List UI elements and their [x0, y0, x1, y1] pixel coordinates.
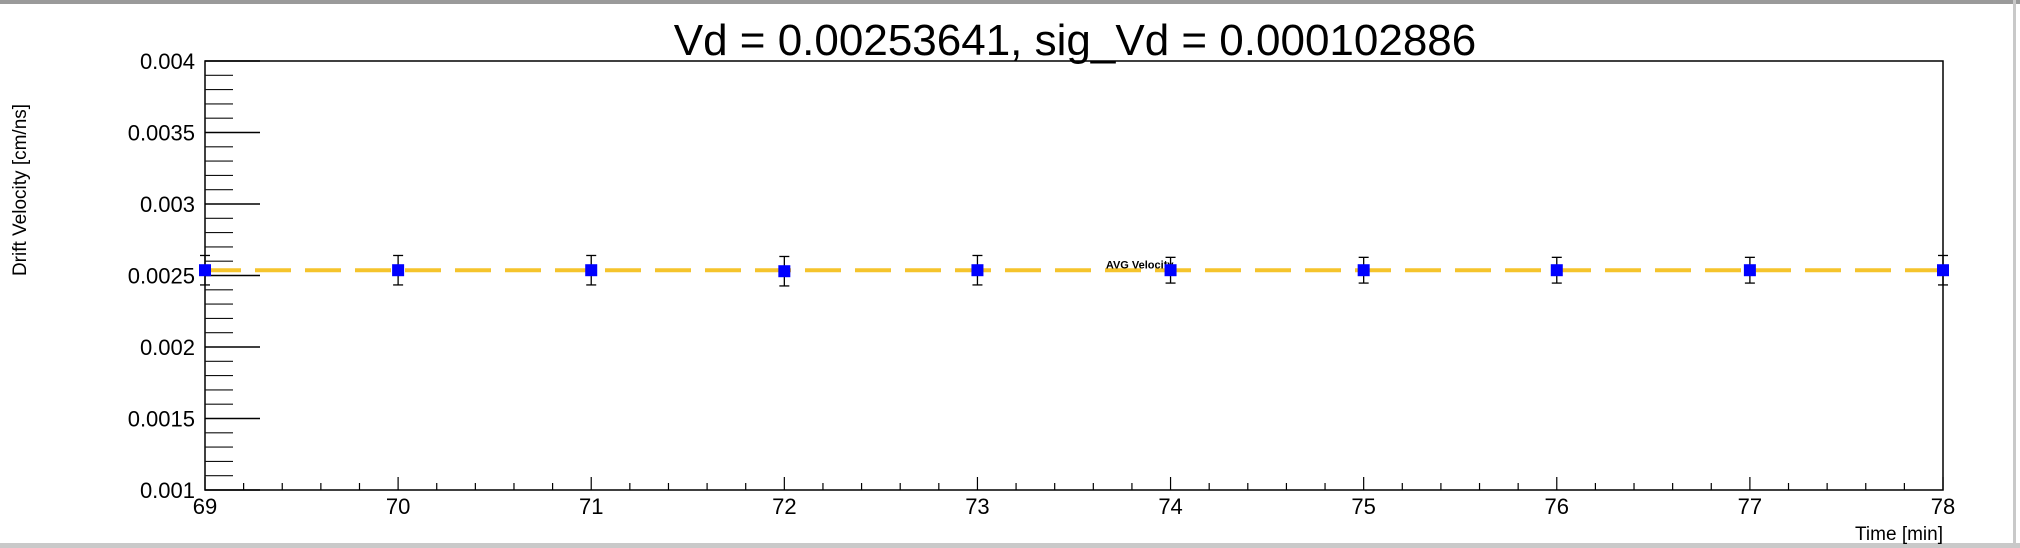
data-point [971, 264, 984, 277]
avg-velocity-label: AVG Velocity [1106, 259, 1175, 271]
data-point [199, 264, 211, 277]
x-tick-label: 73 [965, 494, 989, 519]
x-tick-label: 75 [1351, 494, 1375, 519]
plot-frame [204, 60, 1944, 491]
data-point [1937, 264, 1949, 277]
data-point [585, 264, 598, 277]
y-axis-title: Drift Velocity [cm/ns] [10, 104, 31, 276]
data-point [1164, 264, 1177, 277]
x-axis-title: Time [min] [1855, 524, 1943, 545]
x-tick-label: 77 [1738, 494, 1762, 519]
x-tick-label: 74 [1158, 494, 1182, 519]
window-right-border [2013, 0, 2016, 548]
data-point [1357, 264, 1370, 277]
window-top-border [0, 0, 2020, 4]
data-point [1743, 264, 1756, 277]
x-tick-label: 69 [193, 494, 217, 519]
x-tick-label: 78 [1931, 494, 1955, 519]
data-point [1550, 264, 1563, 277]
chart-title: Vd = 0.00253641, sig_Vd = 0.000102886 [674, 16, 1476, 65]
y-tick-label: 0.003 [140, 192, 195, 217]
x-tick-label: 76 [1545, 494, 1569, 519]
x-tick-label: 71 [579, 494, 603, 519]
y-tick-label: 0.001 [140, 478, 195, 503]
window-bottom-border [0, 543, 2020, 548]
y-tick-label: 0.002 [140, 335, 195, 360]
y-tick-label: 0.0015 [128, 407, 195, 432]
x-tick-label: 70 [386, 494, 410, 519]
data-point [392, 264, 405, 277]
y-tick-label: 0.004 [140, 49, 195, 74]
y-tick-label: 0.0025 [128, 264, 195, 289]
data-point [778, 265, 791, 278]
x-tick-label: 72 [772, 494, 796, 519]
y-tick-label: 0.0035 [128, 121, 195, 146]
